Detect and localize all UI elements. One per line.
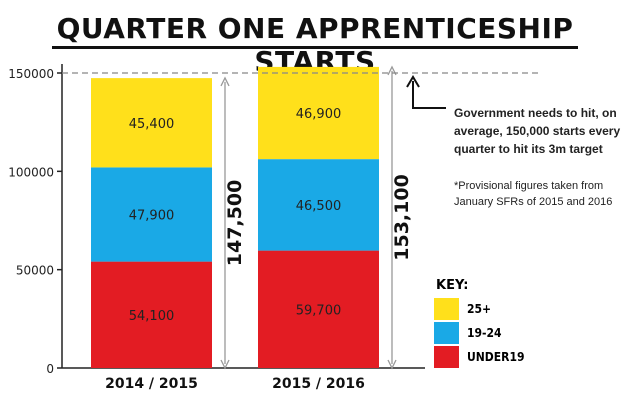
legend-swatch-19-24 bbox=[434, 322, 459, 344]
data-label: 59,700 bbox=[296, 303, 342, 318]
total-arrow-head-down bbox=[387, 359, 397, 370]
legend-label-25-plus: 25+ bbox=[467, 302, 492, 316]
legend-title: KEY: bbox=[436, 278, 469, 293]
y-tick-label: 0 bbox=[46, 362, 54, 376]
bar-segment bbox=[258, 250, 379, 368]
legend-label-19-24: 19-24 bbox=[467, 326, 502, 340]
data-label: 47,900 bbox=[129, 209, 175, 224]
legend-item-25-plus: 25+ bbox=[434, 298, 491, 320]
bar-segment bbox=[91, 167, 212, 262]
title-underline bbox=[52, 46, 578, 49]
total-arrow-head-up bbox=[387, 65, 397, 76]
x-tick-label: 2014 / 2015 bbox=[105, 376, 198, 392]
y-tick-label: 150000 bbox=[8, 67, 54, 81]
y-tick-label: 50000 bbox=[16, 264, 54, 278]
legend-swatch-25-plus bbox=[434, 298, 459, 320]
total-arrow-head-down bbox=[220, 359, 230, 370]
callout-arrow-head bbox=[406, 75, 420, 88]
data-label: 46,900 bbox=[296, 107, 342, 122]
legend-item-19-24: 19-24 bbox=[434, 322, 502, 344]
data-label: 54,100 bbox=[129, 309, 175, 324]
total-arrow-head-up bbox=[220, 76, 230, 87]
chart-title: QUARTER ONE APPRENTICESHIP STARTS bbox=[56, 12, 574, 78]
bar-segment bbox=[258, 66, 379, 160]
provisional-figures-note: *Provisional figures taken from January … bbox=[454, 180, 613, 208]
y-tick-label: 100000 bbox=[8, 165, 54, 179]
data-label: 45,400 bbox=[129, 117, 175, 132]
bar-segment bbox=[91, 78, 212, 168]
legend-swatch-under19 bbox=[434, 346, 459, 368]
bar-segment bbox=[91, 261, 212, 368]
total-label: 147,500 bbox=[224, 180, 246, 267]
legend-item-under19: UNDER19 bbox=[434, 346, 524, 368]
government-target-note: Government needs to hit, on average, 150… bbox=[454, 106, 621, 156]
callout-arrow-line bbox=[412, 81, 446, 109]
data-label: 46,500 bbox=[296, 199, 342, 214]
total-label: 153,100 bbox=[391, 174, 413, 261]
x-tick-label: 2015 / 2016 bbox=[272, 376, 365, 392]
legend-label-under19: UNDER19 bbox=[467, 350, 525, 364]
bar-segment bbox=[258, 159, 379, 251]
